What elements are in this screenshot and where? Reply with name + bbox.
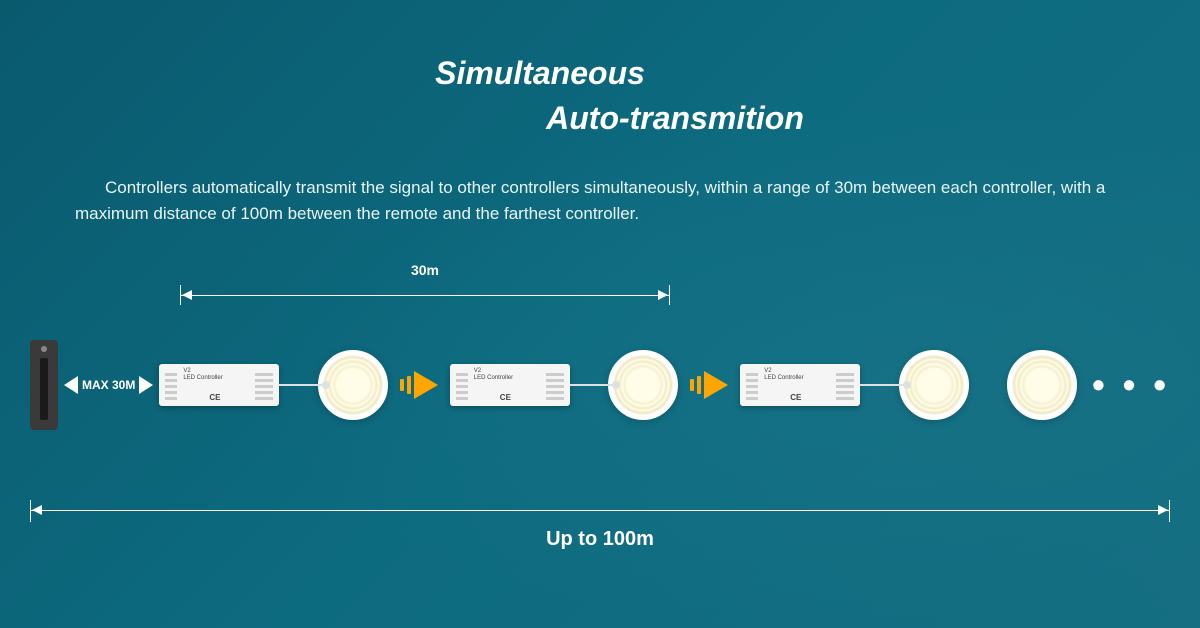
signal-arrowhead-icon xyxy=(414,371,438,399)
remote-control-icon xyxy=(30,340,58,430)
controller-label: V2 LED Controller xyxy=(183,368,249,382)
measure-tick-right xyxy=(1169,500,1170,522)
measure-arrow-right-icon xyxy=(1158,505,1168,515)
diagram-row: MAX 30M V2 LED Controller CE V2 LED Cont… xyxy=(30,340,1170,430)
signal-bar-icon xyxy=(697,376,701,394)
signal-arrow-2 xyxy=(690,371,728,399)
measure-100m-label: Up to 100m xyxy=(546,528,654,551)
signal-arrowhead-icon xyxy=(704,371,728,399)
signal-bar-icon xyxy=(400,379,404,391)
max-distance-label: MAX 30M xyxy=(78,378,139,392)
transmission-diagram: 30m MAX 30M V2 LED Controller CE V2 LE xyxy=(30,280,1170,480)
controller-1: V2 LED Controller CE xyxy=(159,364,279,406)
measure-arrow-right-icon xyxy=(658,290,668,300)
wire-3 xyxy=(860,384,906,386)
wire-2 xyxy=(570,384,616,386)
controller-label: V2 LED Controller xyxy=(764,368,830,382)
controller-3: V2 LED Controller CE xyxy=(740,364,860,406)
led-coil-4 xyxy=(1007,350,1077,420)
measure-line xyxy=(30,510,1170,511)
measure-30m-label: 30m xyxy=(411,262,439,278)
arrow-left-icon xyxy=(64,376,78,394)
max-distance-arrow: MAX 30M xyxy=(64,376,153,394)
controller-label: V2 LED Controller xyxy=(474,368,540,382)
signal-bar-icon xyxy=(407,376,411,394)
ce-mark: CE xyxy=(790,393,801,402)
measure-line xyxy=(180,295,670,296)
measure-30m: 30m xyxy=(180,280,670,310)
measure-tick-right xyxy=(669,285,670,305)
title-block: Simultaneous Auto-transmition xyxy=(0,55,1200,137)
description-text: Controllers automatically transmit the s… xyxy=(75,175,1140,226)
measure-tick-left xyxy=(30,500,31,522)
signal-bar-icon xyxy=(690,379,694,391)
ce-mark: CE xyxy=(209,393,220,402)
title-line2: Auto-transmition xyxy=(150,100,1200,137)
ce-mark: CE xyxy=(500,393,511,402)
title-line1: Simultaneous xyxy=(0,55,1200,92)
measure-100m: Up to 100m xyxy=(30,500,1170,550)
continuation-dots: • • • xyxy=(1092,364,1170,406)
wire-1 xyxy=(279,384,325,386)
arrow-right-icon xyxy=(139,376,153,394)
signal-arrow-1 xyxy=(400,371,438,399)
controller-2: V2 LED Controller CE xyxy=(450,364,570,406)
